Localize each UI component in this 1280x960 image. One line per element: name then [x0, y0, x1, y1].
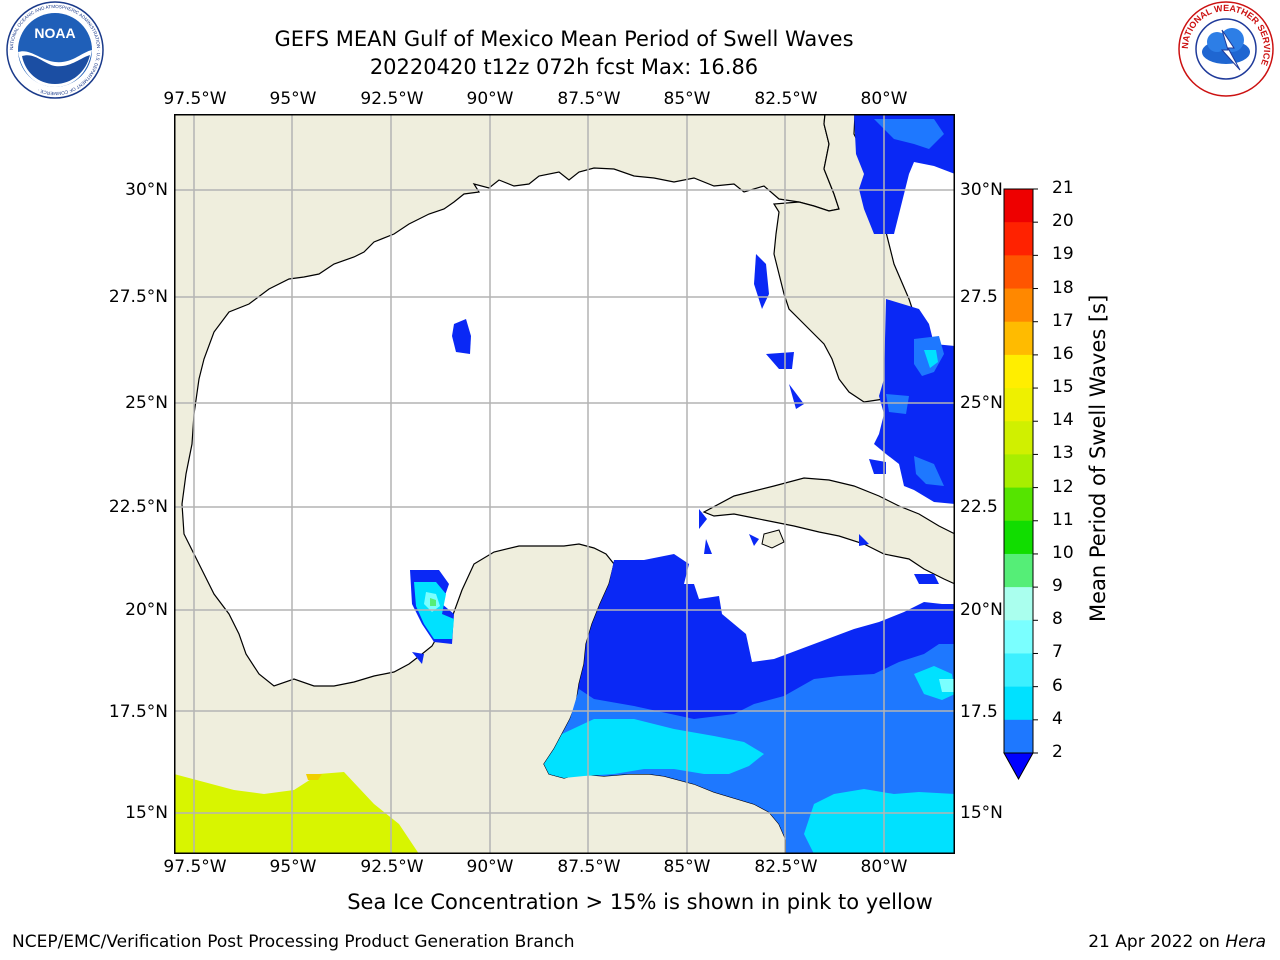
colorbar-frame	[1003, 188, 1034, 754]
footer-credit: NCEP/EMC/Verification Post Processing Pr…	[12, 932, 575, 952]
colorbar-tick-label: 16	[1052, 343, 1074, 364]
lon-tick-bottom: 92.5°W	[360, 857, 424, 877]
colorbar-tick-label: 18	[1052, 277, 1074, 298]
colorbar-segment	[1004, 653, 1033, 688]
colorbar-tick-label: 21	[1052, 178, 1074, 198]
colorbar-tick-label: 17	[1052, 310, 1074, 331]
lat-tick-right: 17.5	[960, 702, 998, 722]
lat-tick-left: 27.5°N	[108, 287, 168, 307]
lat-tick-left: 20°N	[125, 600, 168, 620]
lon-tick-top: 85°W	[663, 89, 711, 109]
colorbar-tick-label: 9	[1052, 576, 1063, 597]
colorbar-segment	[1004, 288, 1033, 323]
lon-tick-bottom: 97.5°W	[163, 857, 227, 877]
map-frame	[174, 114, 955, 854]
colorbar-tick-label: 11	[1052, 509, 1074, 530]
colorbar-segment	[1004, 719, 1033, 754]
colorbar-tick-label: 7	[1052, 642, 1063, 663]
colorbar-segment	[1004, 421, 1033, 455]
lon-tick-bottom: 87.5°W	[557, 857, 621, 877]
lon-tick-bottom: 80°W	[860, 857, 908, 877]
sea-ice-note: Sea Ice Concentration > 15% is shown in …	[347, 890, 933, 914]
colorbar-tick-label: 6	[1052, 675, 1063, 696]
lat-tick-left: 15°N	[125, 803, 168, 823]
colorbar-segment	[1004, 222, 1033, 256]
lon-tick-top: 92.5°W	[360, 89, 424, 109]
colorbar-tick-label: 8	[1052, 609, 1063, 630]
colorbar-tick-label: 4	[1052, 708, 1063, 729]
lat-tick-left: 22.5°N	[108, 497, 168, 517]
colorbar	[1003, 188, 1038, 781]
colorbar-segment	[1004, 553, 1033, 588]
colorbar-segment	[1004, 321, 1033, 356]
colorbar-tick-label: 13	[1052, 443, 1074, 464]
lon-tick-top: 90°W	[466, 89, 514, 109]
lon-tick-top: 82.5°W	[754, 89, 818, 109]
colorbar-tick-label: 2	[1052, 742, 1063, 762]
lat-tick-right: 27.5	[960, 287, 998, 307]
lat-tick-right: 25°N	[960, 393, 1003, 413]
footer-date-text: 21 Apr 2022 on	[1088, 932, 1220, 952]
noaa-logo: NOAA NATIONAL OCEANIC AND ATMOSPHERIC AD…	[6, 1, 104, 99]
lon-tick-bottom: 95°W	[269, 857, 317, 877]
colorbar-segment	[1004, 620, 1033, 654]
map-panel	[174, 114, 955, 854]
noaa-logo-text: NOAA	[34, 25, 75, 41]
lon-tick-bottom: 90°W	[466, 857, 514, 877]
colorbar-extend-arrow	[1003, 752, 1034, 781]
lat-tick-right: 22.5	[960, 497, 998, 517]
lon-tick-bottom: 82.5°W	[754, 857, 818, 877]
land-cuba	[702, 477, 955, 585]
chart-title: GEFS MEAN Gulf of Mexico Mean Period of …	[274, 27, 854, 51]
lat-tick-right: 30°N	[960, 180, 1003, 200]
lon-tick-top: 80°W	[860, 89, 908, 109]
chart-subtitle: 20220420 t12z 072h fcst Max: 16.86	[369, 55, 759, 79]
colorbar-tick-label: 15	[1052, 377, 1074, 398]
footer-date: 21 Apr 2022 on Hera	[1088, 932, 1266, 952]
colorbar-segment	[1004, 520, 1033, 555]
lat-tick-right: 15°N	[960, 803, 1003, 823]
colorbar-tick-label: 12	[1052, 476, 1074, 497]
colorbar-segment	[1004, 487, 1033, 522]
colorbar-segment	[1004, 686, 1033, 721]
colorbar-tick-label: 14	[1052, 410, 1074, 431]
nws-logo: NATIONAL WEATHER SERVICE	[1178, 1, 1274, 97]
lat-tick-left: 25°N	[125, 393, 168, 413]
lat-tick-left: 30°N	[125, 180, 168, 200]
colorbar-label: Mean Period of Swell Waves [s]	[1086, 294, 1110, 622]
colorbar-segment	[1004, 255, 1033, 290]
land-florida	[772, 114, 920, 403]
colorbar-segment	[1004, 587, 1033, 621]
lat-tick-left: 17.5°N	[108, 702, 168, 722]
swell-contours	[410, 114, 955, 854]
lat-tick-right: 20°N	[960, 600, 1003, 620]
lon-tick-bottom: 85°W	[663, 857, 711, 877]
colorbar-segment	[1004, 454, 1033, 489]
colorbar-segment	[1004, 354, 1033, 389]
footer-host: Hera	[1225, 932, 1266, 952]
lon-tick-top: 97.5°W	[163, 89, 227, 109]
land-isle-of-youth	[761, 529, 785, 549]
lon-tick-top: 87.5°W	[557, 89, 621, 109]
map-gridlines	[174, 114, 955, 854]
lon-tick-top: 95°W	[269, 89, 317, 109]
colorbar-tick-label: 10	[1052, 542, 1074, 563]
colorbar-segment	[1004, 189, 1033, 223]
colorbar-segment	[1004, 388, 1033, 422]
pacific-ice-highlight	[306, 774, 322, 780]
colorbar-tick-label: 20	[1052, 211, 1074, 232]
colorbar-tick-label: 19	[1052, 244, 1074, 265]
